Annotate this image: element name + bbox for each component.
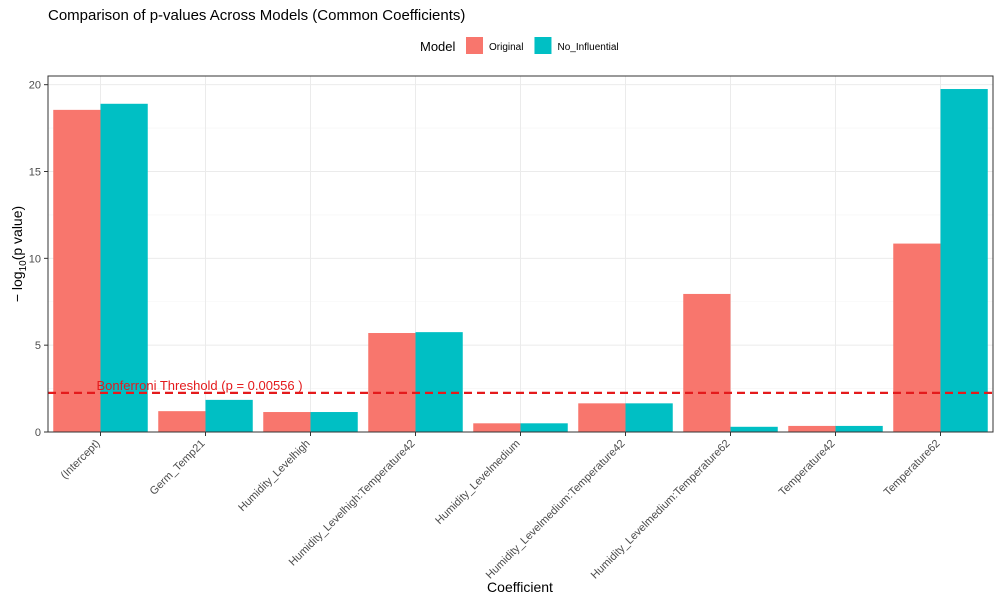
threshold-label: Bonferroni Threshold (p = 0.00556 ) bbox=[97, 378, 303, 393]
y-tick-label: 20 bbox=[29, 80, 41, 92]
chart-title: Comparison of p-values Across Models (Co… bbox=[48, 7, 465, 24]
x-tick-label: Temperature42 bbox=[777, 438, 838, 499]
y-axis-label-subscript: 10 bbox=[18, 260, 29, 272]
bar-Original-(Intercept) bbox=[53, 109, 101, 433]
bar-No_Influential-Humidity_Levelmedium:Temperature42 bbox=[625, 403, 673, 432]
x-tick-label: Humidity_Levelhigh:Temperature42 bbox=[287, 438, 418, 569]
y-tick-label: 15 bbox=[29, 167, 41, 179]
bar-Original-Humidity_Levelmedium:Temperature62 bbox=[683, 293, 731, 432]
y-axis: 0 5 10 15 20 bbox=[29, 80, 48, 439]
y-tick-label: 5 bbox=[35, 340, 41, 352]
x-tick-label: Humidity_Levelhigh bbox=[236, 438, 312, 514]
bar-No_Influential-Temperature42 bbox=[835, 425, 883, 432]
legend-key-No_Influential bbox=[534, 37, 552, 54]
x-axis-label: Coefficient bbox=[487, 579, 553, 595]
bar-Original-Temperature62 bbox=[893, 243, 941, 432]
bar-No_Influential-Humidity_Levelhigh bbox=[310, 412, 358, 432]
legend-label-No_Influential: No_Influential bbox=[557, 42, 618, 53]
y-tick-label: 10 bbox=[29, 253, 41, 265]
y-axis-label-suffix: (p value) bbox=[9, 206, 25, 260]
y-axis-label: − log10(p value) bbox=[9, 206, 29, 302]
x-tick-label: (Intercept) bbox=[59, 438, 103, 482]
legend-label-Original: Original bbox=[489, 42, 523, 53]
bar-Original-Humidity_Levelhigh bbox=[263, 412, 311, 432]
x-tick-label: Humidity_Levelmedium bbox=[433, 438, 522, 527]
x-tick-label: Germ_Temp21 bbox=[148, 438, 208, 498]
legend: Model Original No_Influential bbox=[420, 37, 619, 54]
bar-Original-Humidity_Levelmedium:Temperature42 bbox=[578, 403, 626, 432]
x-axis: (Intercept) Germ_Temp21 Humidity_Levelhigh… bbox=[59, 432, 943, 581]
bar-No_Influential-Germ_Temp21 bbox=[205, 399, 253, 432]
bar-No_Influential-Humidity_Levelhigh:Temperature42 bbox=[415, 332, 463, 432]
bar-Original-Humidity_Levelhigh:Temperature42 bbox=[368, 333, 416, 432]
x-tick-label: Temperature62 bbox=[882, 438, 943, 499]
y-tick-label: 0 bbox=[35, 427, 41, 439]
bars bbox=[53, 89, 988, 433]
threshold-line: Bonferroni Threshold (p = 0.00556 ) bbox=[48, 378, 993, 394]
bar-No_Influential-Humidity_Levelmedium:Temperature62 bbox=[730, 426, 778, 432]
legend-title: Model bbox=[420, 39, 456, 54]
bar-No_Influential-(Intercept) bbox=[100, 103, 148, 432]
y-axis-label-prefix: − log bbox=[9, 271, 25, 302]
bar-No_Influential-Humidity_Levelmedium bbox=[520, 423, 568, 432]
legend-key-Original bbox=[466, 37, 483, 54]
bar-No_Influential-Temperature62 bbox=[940, 89, 988, 433]
bar-Original-Temperature42 bbox=[788, 425, 836, 432]
bar-Original-Humidity_Levelmedium bbox=[473, 423, 521, 432]
bar-Original-Germ_Temp21 bbox=[158, 411, 206, 432]
